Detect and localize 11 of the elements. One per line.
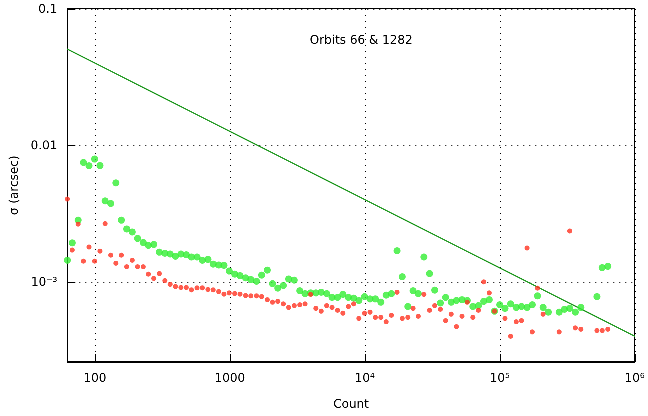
x-tick-label: 10⁴ [355, 371, 376, 385]
y-axis-title: σ (arcsec) [7, 156, 21, 216]
x-tick-label: 10⁵ [490, 371, 510, 385]
annotation: Orbits 66 & 1282 [310, 33, 413, 47]
y-tick-label: 10⁻³ [31, 275, 58, 290]
y-tick-label: 0.1 [38, 2, 58, 16]
x-tick-label: 100 [84, 371, 107, 385]
x-axis-title: Count [333, 397, 370, 411]
x-tick-label: 1000 [214, 371, 246, 385]
y-tick-label: 0.01 [30, 138, 58, 153]
x-tick-label: 10⁶ [624, 371, 646, 385]
